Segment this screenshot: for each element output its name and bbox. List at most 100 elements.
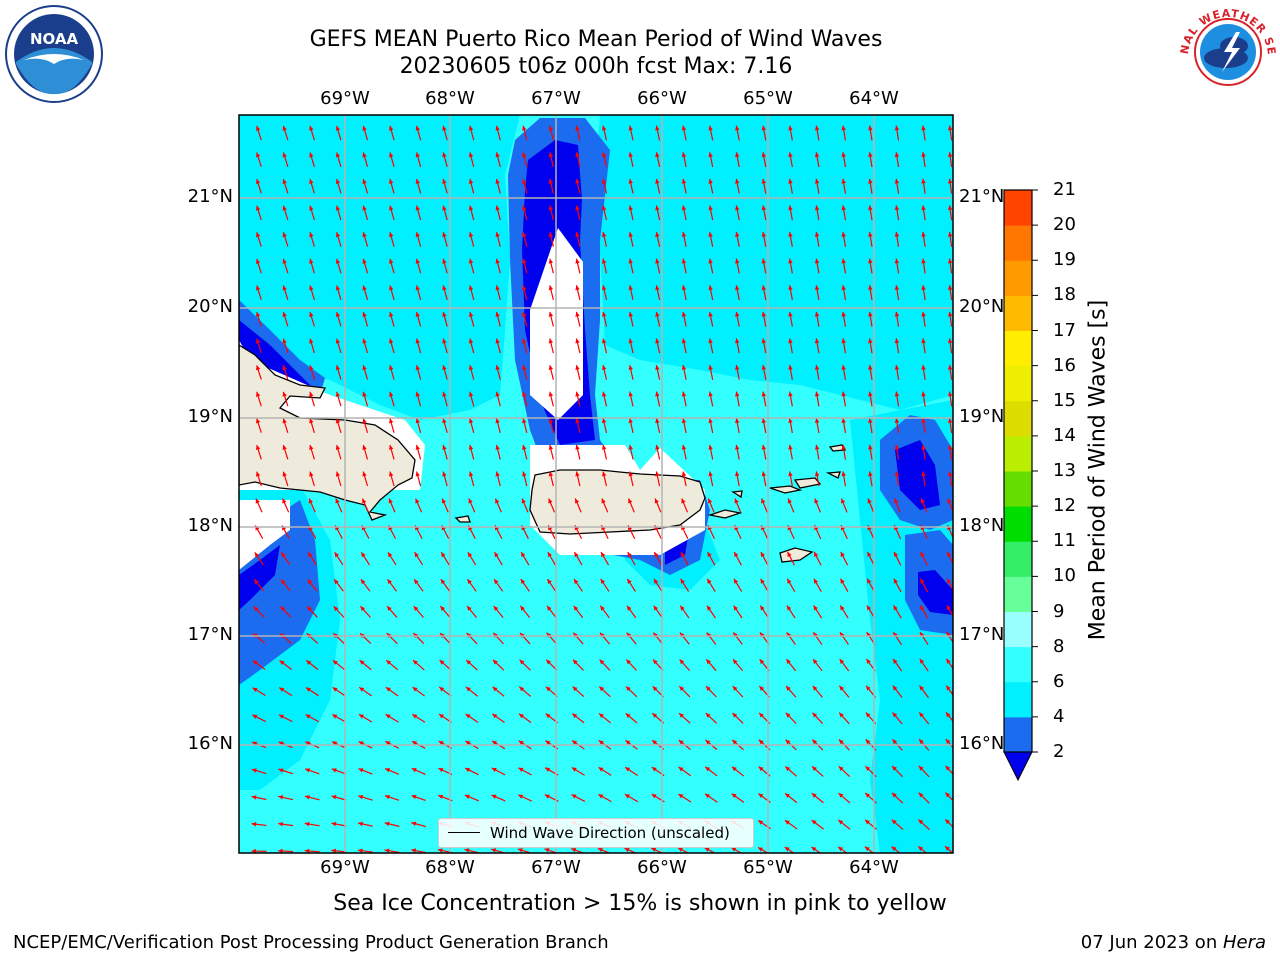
- wave-direction-arrowhead: [601, 178, 607, 184]
- wave-direction-arrowhead: [814, 338, 820, 344]
- wave-direction-arrowhead: [947, 285, 953, 290]
- wave-direction-arrowhead: [467, 606, 472, 611]
- wave-direction-arrowhead: [678, 767, 684, 772]
- wave-direction-arrowhead: [255, 152, 261, 158]
- wave-direction-arrowhead: [517, 848, 523, 853]
- wave-direction-arrowhead: [442, 418, 447, 424]
- wave-direction-arrowhead: [252, 687, 258, 692]
- wave-direction-arrowhead: [548, 471, 554, 477]
- wave-direction-arrowhead: [761, 391, 767, 397]
- colorbar-segment: [1004, 435, 1032, 472]
- wave-direction-arrowhead: [468, 258, 474, 264]
- wave-direction-arrowhead: [651, 767, 657, 772]
- wave-direction-arrowhead: [309, 365, 314, 371]
- vieques: [707, 509, 743, 519]
- wave-direction-arrowhead: [601, 365, 607, 370]
- wave-direction-arrowhead: [894, 178, 900, 184]
- wave-direction-arrowhead: [282, 365, 287, 371]
- wave-direction-arrowhead: [282, 205, 287, 211]
- wave-direction-arrowhead: [654, 552, 659, 558]
- wave-direction-arrowhead: [679, 686, 685, 692]
- wave-direction-arrowhead: [706, 605, 712, 611]
- wave-direction-arrowhead: [761, 444, 767, 450]
- wave-direction-arrowhead: [784, 820, 790, 825]
- wave-direction-arrowhead: [841, 285, 846, 291]
- wave-direction-arrowhead: [785, 739, 791, 745]
- wave-direction-arrowhead: [465, 713, 471, 719]
- wave-direction-arrowhead: [255, 179, 261, 185]
- wave-direction-arrowhead: [840, 578, 845, 584]
- wave-direction-arrowhead: [468, 338, 474, 344]
- wave-direction-arrowhead: [866, 685, 871, 691]
- wave-direction-arrowhead: [495, 258, 500, 264]
- wave-direction-arrowhead: [735, 338, 740, 344]
- wave-direction-arrowhead: [708, 232, 713, 237]
- wave-direction-arrowhead: [628, 232, 633, 237]
- chart-title: GEFS MEAN Puerto Rico Mean Period of Win…: [309, 27, 883, 52]
- wave-direction-arrowhead: [946, 685, 951, 691]
- wave-direction-arrowhead: [731, 793, 737, 799]
- wave-direction-arrowhead: [414, 552, 419, 558]
- wave-direction-arrowhead: [655, 365, 660, 370]
- wave-direction-arrowhead: [598, 767, 604, 772]
- wave-direction-arrowhead: [947, 205, 953, 211]
- wave-direction-arrowhead: [412, 714, 418, 719]
- wave-direction-arrowhead: [599, 686, 605, 692]
- wave-direction-arrowhead: [628, 498, 633, 504]
- wave-direction-arrowhead: [389, 232, 394, 238]
- wave-direction-arrowhead: [653, 605, 659, 611]
- wave-direction-arrowhead: [841, 232, 846, 237]
- wave-direction-arrowhead: [894, 285, 900, 290]
- wave-direction-arrowhead: [652, 740, 658, 745]
- wave-direction-arrowhead: [331, 821, 337, 827]
- wave-direction-arrowhead: [947, 338, 953, 344]
- wave-direction-arrowhead: [947, 444, 953, 450]
- wave-direction-arrowhead: [468, 498, 473, 504]
- wave-direction-arrowhead: [735, 125, 740, 131]
- wave-direction-arrowhead: [389, 311, 394, 317]
- colorbar-segment: [1004, 260, 1032, 296]
- wave-direction-arrowhead: [442, 125, 447, 131]
- wave-direction-arrowhead: [625, 767, 631, 772]
- wave-direction-arrowhead: [305, 741, 311, 746]
- wave-direction-arrowhead: [814, 205, 820, 211]
- wave-direction-arrowhead: [255, 498, 260, 504]
- wave-direction-arrowhead: [947, 578, 952, 584]
- wave-direction-arrowhead: [814, 418, 820, 424]
- wave-direction-arrowhead: [894, 418, 900, 423]
- wave-direction-arrowhead: [628, 205, 633, 211]
- wave-direction-arrowhead: [811, 820, 817, 825]
- wave-direction-arrowhead: [947, 311, 953, 317]
- wave-direction-arrowhead: [761, 205, 767, 211]
- wave-direction-arrowhead: [309, 285, 314, 291]
- wave-direction-arrowhead: [945, 792, 951, 798]
- wave-direction-arrowhead: [812, 739, 818, 745]
- wave-direction-arrowhead: [601, 338, 607, 344]
- wave-direction-arrowhead: [735, 365, 740, 370]
- wave-direction-arrowhead: [839, 685, 845, 691]
- wave-direction-arrowhead: [868, 418, 873, 423]
- wave-direction-arrowhead: [814, 285, 820, 291]
- wave-direction-arrowhead: [282, 285, 287, 291]
- wave-direction-arrowhead: [441, 498, 447, 504]
- wave-direction-arrowhead: [575, 338, 580, 344]
- wave-direction-arrowhead: [785, 712, 791, 718]
- wave-direction-arrowhead: [278, 714, 284, 719]
- wave-direction-arrowhead: [282, 179, 287, 185]
- wave-direction-arrowhead: [255, 205, 261, 211]
- lon-label-bottom: 64°W: [849, 857, 899, 878]
- wave-direction-arrowhead: [734, 551, 739, 558]
- wave-direction-arrowhead: [735, 444, 740, 450]
- colorbar-segment: [1004, 330, 1032, 367]
- wave-direction-arrowhead: [358, 714, 364, 719]
- wave-direction-arrowhead: [467, 579, 472, 585]
- wave-direction-arrowhead: [309, 418, 314, 424]
- colorbar-segment: [1004, 506, 1032, 542]
- wave-direction-arrowhead: [548, 418, 554, 424]
- credit-date: 07 Jun 2023 on: [1080, 932, 1223, 953]
- wave-direction-arrowhead: [735, 418, 740, 424]
- wave-direction-arrowhead: [384, 848, 390, 853]
- wave-direction-arrowhead: [921, 205, 926, 211]
- wave-direction-arrowhead: [255, 258, 261, 264]
